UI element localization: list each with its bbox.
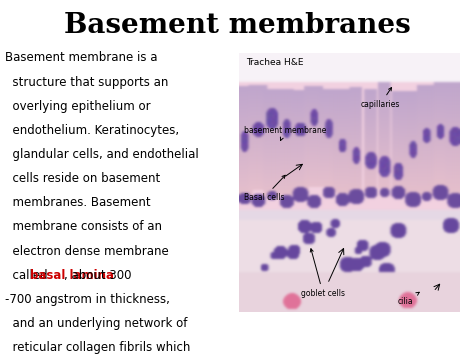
Text: -700 angstrom in thickness,: -700 angstrom in thickness, [5, 293, 170, 306]
Text: , about 300: , about 300 [64, 269, 132, 282]
Text: structure that supports an: structure that supports an [5, 76, 168, 89]
Text: Trachea H&E: Trachea H&E [246, 59, 303, 67]
Text: and an underlying network of: and an underlying network of [5, 317, 187, 330]
Text: Basement membrane is a: Basement membrane is a [5, 51, 157, 65]
Text: basement membrane: basement membrane [244, 126, 326, 141]
Text: endothelium. Keratinocytes,: endothelium. Keratinocytes, [5, 124, 179, 137]
Text: basal lamina: basal lamina [30, 269, 114, 282]
Text: cilia: cilia [398, 292, 419, 306]
Text: Basement membranes: Basement membranes [64, 12, 410, 39]
Text: capillaries: capillaries [361, 88, 400, 109]
Text: Basal cells: Basal cells [244, 175, 285, 202]
Text: membrane consists of an: membrane consists of an [5, 220, 162, 234]
Text: reticular collagen fibrils which: reticular collagen fibrils which [5, 341, 190, 354]
Text: overlying epithelium or: overlying epithelium or [5, 100, 150, 113]
Text: cells reside on basement: cells reside on basement [5, 172, 160, 185]
Text: membranes. Basement: membranes. Basement [5, 196, 150, 209]
Text: called: called [5, 269, 51, 282]
Text: goblet cells: goblet cells [301, 249, 345, 298]
Text: electron dense membrane: electron dense membrane [5, 245, 168, 258]
Text: glandular cells, and endothelial: glandular cells, and endothelial [5, 148, 199, 161]
